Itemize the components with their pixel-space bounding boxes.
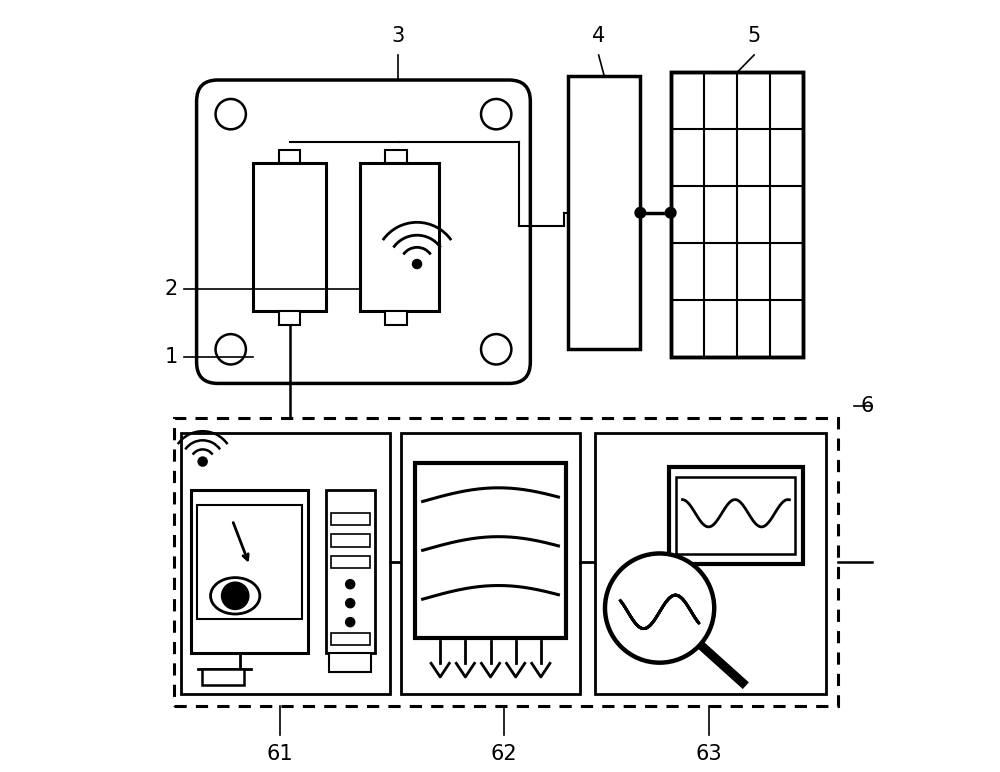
Text: 62: 62 — [490, 743, 517, 764]
Circle shape — [216, 99, 246, 130]
Bar — [676, 476, 795, 554]
Bar — [671, 73, 803, 357]
Bar — [360, 164, 439, 311]
Text: 1: 1 — [164, 347, 178, 367]
Bar — [669, 467, 803, 564]
Bar — [253, 164, 326, 311]
Text: 63: 63 — [695, 743, 722, 764]
Bar — [331, 513, 370, 525]
Bar — [385, 311, 407, 325]
Text: 6: 6 — [860, 396, 874, 416]
Circle shape — [412, 259, 422, 269]
Text: 3: 3 — [391, 26, 404, 46]
Bar — [595, 433, 826, 695]
Text: 61: 61 — [267, 743, 293, 764]
Bar — [174, 418, 838, 706]
Circle shape — [605, 554, 714, 662]
Bar — [197, 505, 302, 618]
Bar — [331, 534, 370, 547]
Bar — [279, 311, 300, 325]
Bar — [401, 433, 580, 695]
Circle shape — [222, 582, 249, 609]
Bar — [329, 652, 371, 672]
Circle shape — [198, 457, 207, 466]
Bar — [181, 433, 390, 695]
Bar — [202, 669, 244, 685]
Bar — [279, 150, 300, 164]
Text: 4: 4 — [592, 26, 605, 46]
Circle shape — [665, 208, 676, 218]
Circle shape — [481, 99, 511, 130]
Circle shape — [635, 208, 646, 218]
Circle shape — [346, 598, 355, 608]
Circle shape — [216, 334, 246, 364]
Bar — [385, 150, 407, 164]
Bar — [326, 489, 375, 652]
Bar — [331, 556, 370, 567]
Circle shape — [481, 334, 511, 364]
Text: 2: 2 — [164, 279, 178, 299]
FancyBboxPatch shape — [197, 80, 530, 384]
Bar — [415, 463, 566, 638]
Circle shape — [346, 580, 355, 589]
Circle shape — [346, 618, 355, 627]
Bar — [191, 489, 308, 652]
Bar — [568, 76, 640, 349]
Text: 5: 5 — [747, 26, 761, 46]
Bar — [671, 73, 803, 357]
Bar — [331, 633, 370, 645]
